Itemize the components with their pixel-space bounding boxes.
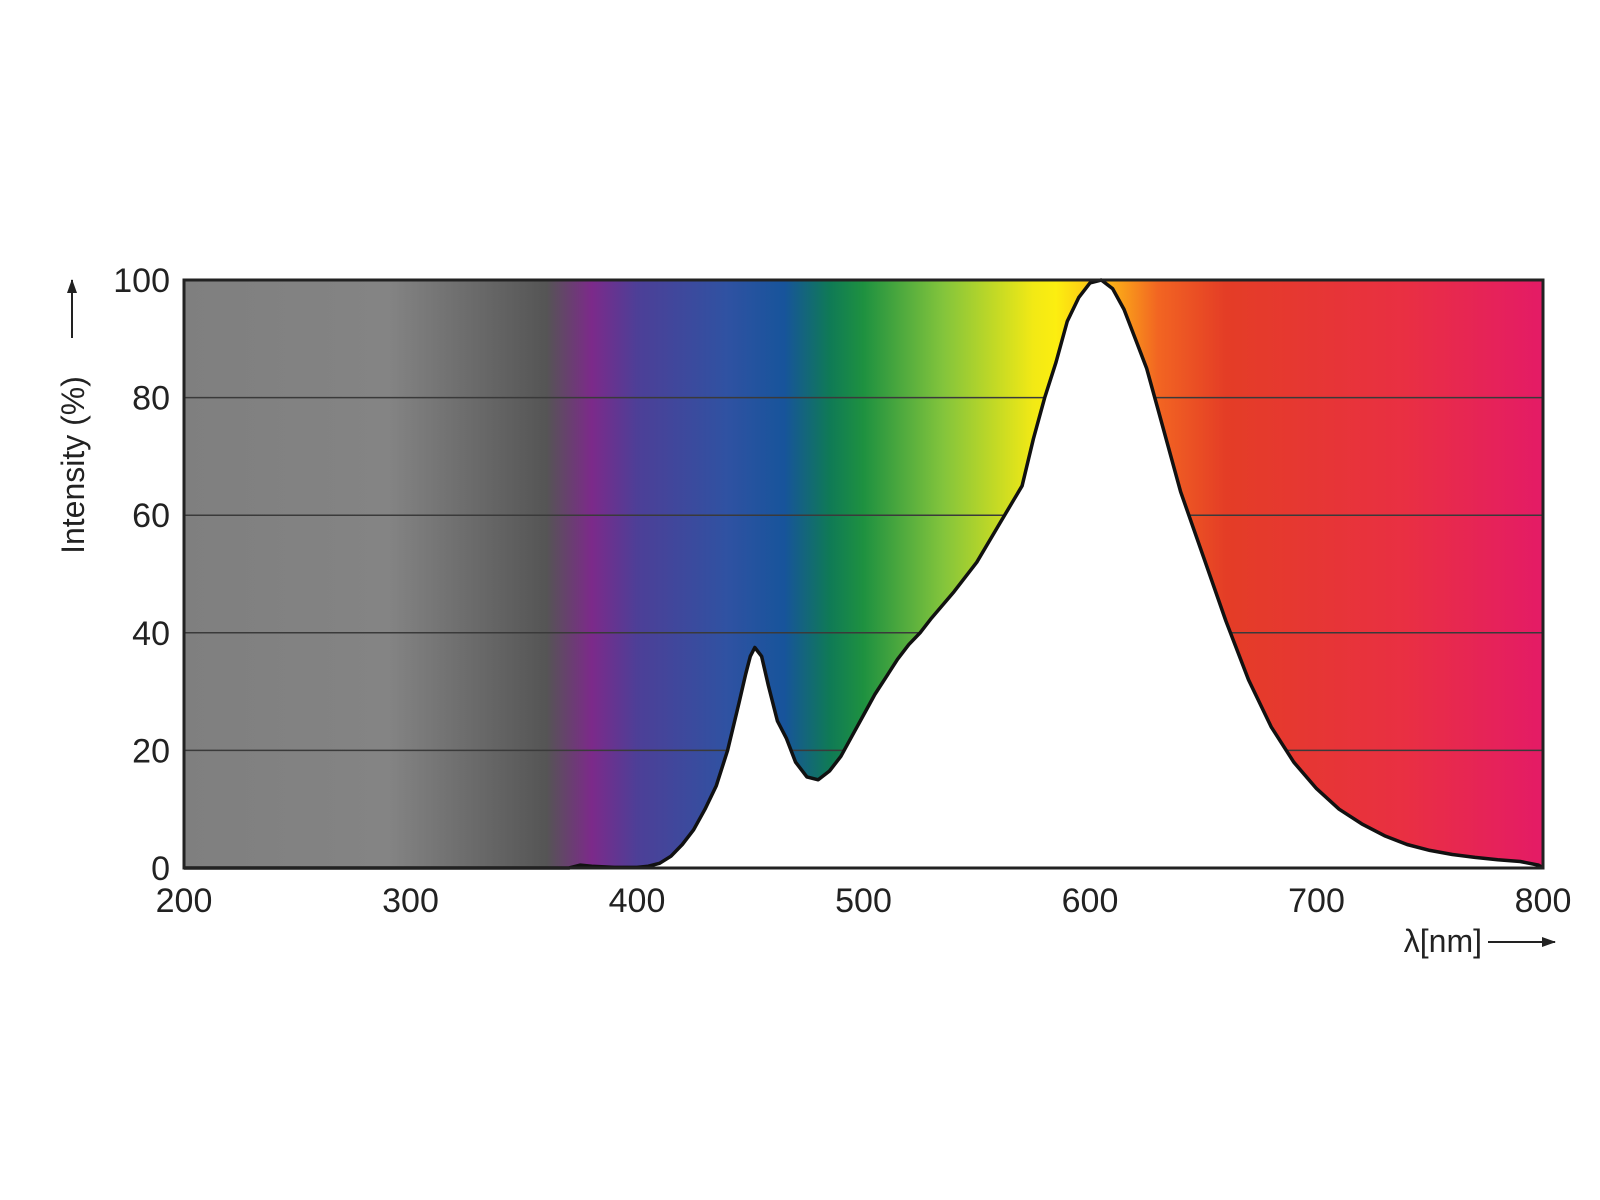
spectrum-curve [184, 278, 1544, 870]
y-tick-label: 60 [132, 497, 170, 535]
spectrum-area-fill [184, 280, 1543, 868]
x-tick-label: 800 [1515, 882, 1572, 920]
x-tick-label: 300 [382, 882, 439, 920]
x-tick-label: 600 [1062, 882, 1119, 920]
x-tick-label: 200 [156, 882, 213, 920]
y-tick-label: 100 [113, 262, 170, 300]
y-axis-label: Intensity (%) [55, 376, 91, 554]
y-tick-label: 80 [132, 380, 170, 418]
y-axis-title: Intensity (%) [55, 376, 91, 554]
x-tick-labels: 200 300 400 500 600 700 800 [156, 882, 1572, 920]
x-tick-label: 700 [1288, 882, 1345, 920]
y-tick-labels: 0 20 40 60 80 100 [113, 262, 170, 888]
y-tick-label: 0 [151, 850, 170, 888]
x-tick-label: 500 [835, 882, 892, 920]
x-axis-label: λ[nm] [1404, 923, 1482, 959]
plot-frame [182, 278, 1545, 870]
y-tick-label: 20 [132, 732, 170, 770]
gridlines [184, 396, 1543, 752]
y-tick-label: 40 [132, 615, 170, 653]
x-tick-label: 400 [609, 882, 666, 920]
